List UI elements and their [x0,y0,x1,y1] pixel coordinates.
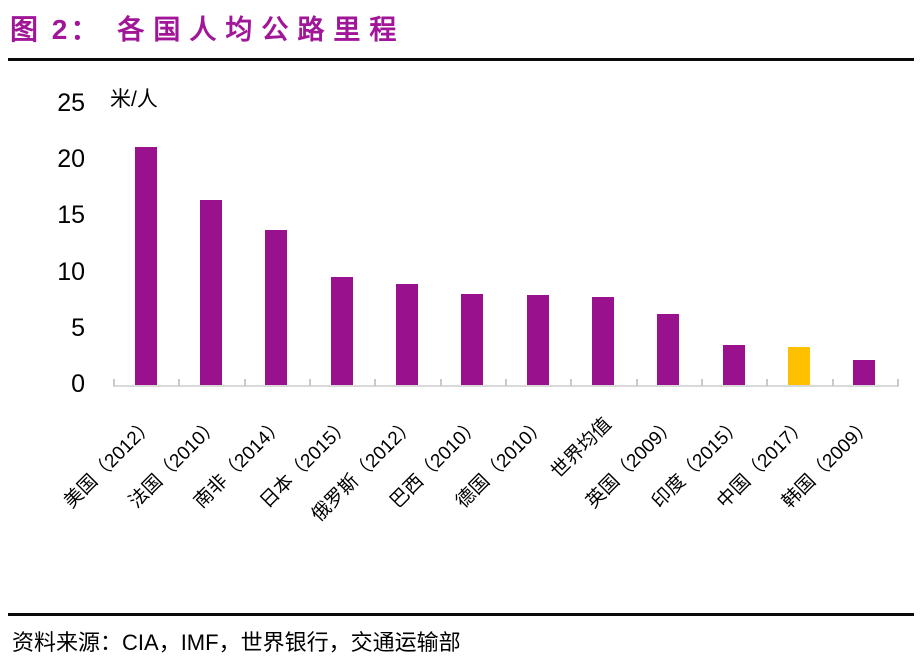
y-tick-label: 15 [57,201,85,230]
x-axis-tick [309,379,311,386]
x-axis-tick [505,379,507,386]
bar [330,277,353,385]
figure-number: 图 2： [10,14,102,45]
bar [853,360,876,385]
y-tick-label: 20 [57,145,85,174]
bar [396,283,418,385]
x-axis-tick [831,379,834,386]
source-orgs-latin: CIA，IMF， [122,630,241,655]
y-tick-label: 10 [57,257,85,286]
x-axis-tick [113,379,115,386]
bar [461,293,484,385]
y-tick-label: 5 [71,313,85,342]
bar-highlight [788,346,810,385]
bar [265,229,288,385]
x-axis-line [113,385,899,387]
x-axis-tick [178,379,181,386]
source-orgs-cn: 世界银行，交通运输部 [240,630,461,655]
bar [592,297,614,385]
bar [200,199,222,385]
y-tick-label: 0 [71,370,85,398]
top-divider [8,58,914,61]
x-axis-tick [701,379,703,386]
x-axis-tick [570,379,573,386]
y-axis-unit-label: 米/人 [110,88,158,111]
x-axis-tick [439,379,442,386]
bottom-divider [8,613,914,616]
source-note: 资料来源：CIA，IMF，世界银行，交通运输部 [12,625,461,657]
figure-header: 图 2： 各国人均公路里程 [10,8,405,48]
bar [134,146,157,385]
x-axis-tick [635,379,638,386]
y-tick-label: 25 [57,89,85,117]
x-axis-tick [766,379,769,386]
x-axis-tick [243,379,246,386]
x-axis-tick [374,379,377,386]
bar [657,314,680,385]
bar [722,344,745,385]
bar [526,295,549,385]
x-axis-tick [897,379,899,386]
figure-title: 各国人均公路里程 [117,15,406,45]
source-label: 资料来源： [12,630,123,655]
